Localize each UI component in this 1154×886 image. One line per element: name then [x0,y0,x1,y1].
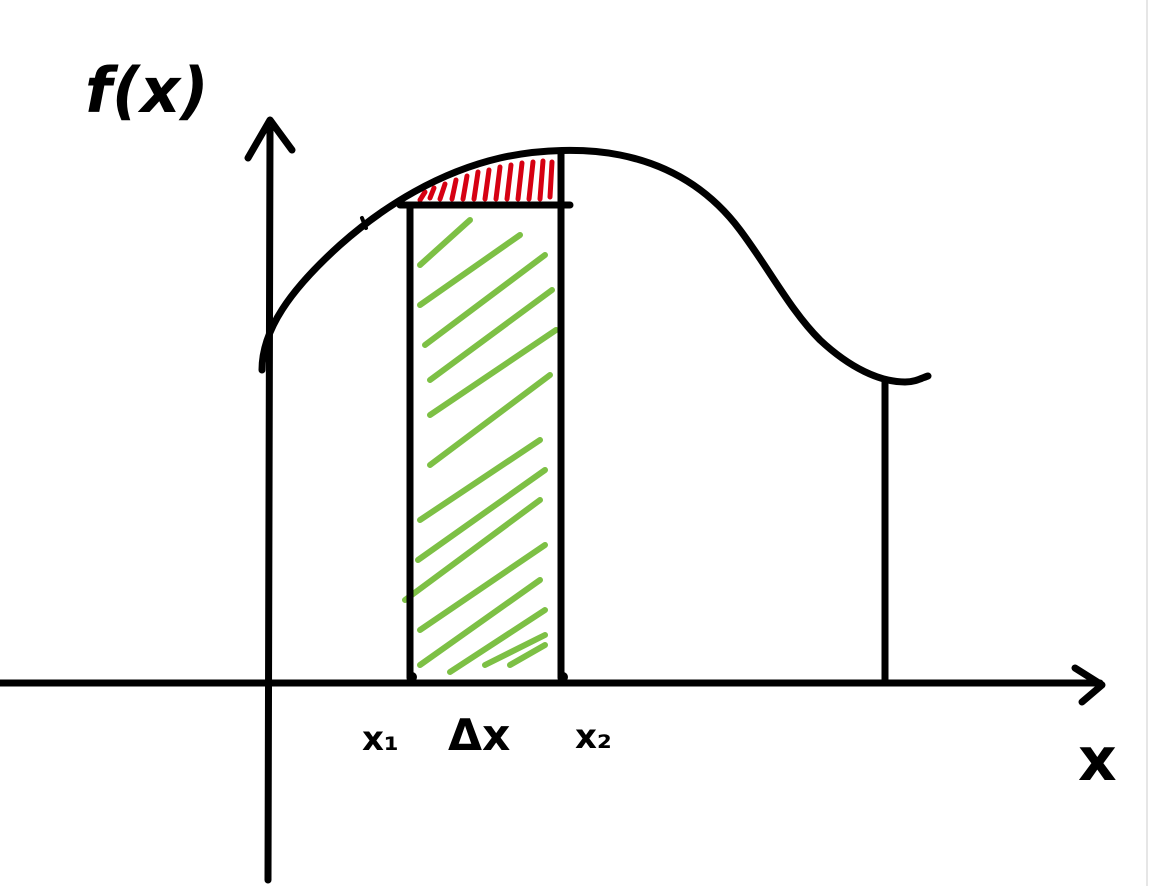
y-axis-label: f(x) [85,54,209,127]
x2-label: x₂ [575,717,612,757]
x-axis-arrowhead [1071,664,1106,706]
function-curve [258,146,932,386]
x1-point [407,672,417,682]
curve-tick [360,216,368,230]
x-axis-label: x [1078,725,1117,795]
x2-point [558,672,568,682]
error-region-hatching [417,158,555,203]
delta-x-label: Δx [448,710,510,761]
rectangle-area-hatching [402,217,559,675]
y-axis-arrowhead [244,116,296,162]
page-edge-divider [1146,0,1148,886]
x1-label: x₁ [362,719,399,759]
y-axis [264,126,274,884]
